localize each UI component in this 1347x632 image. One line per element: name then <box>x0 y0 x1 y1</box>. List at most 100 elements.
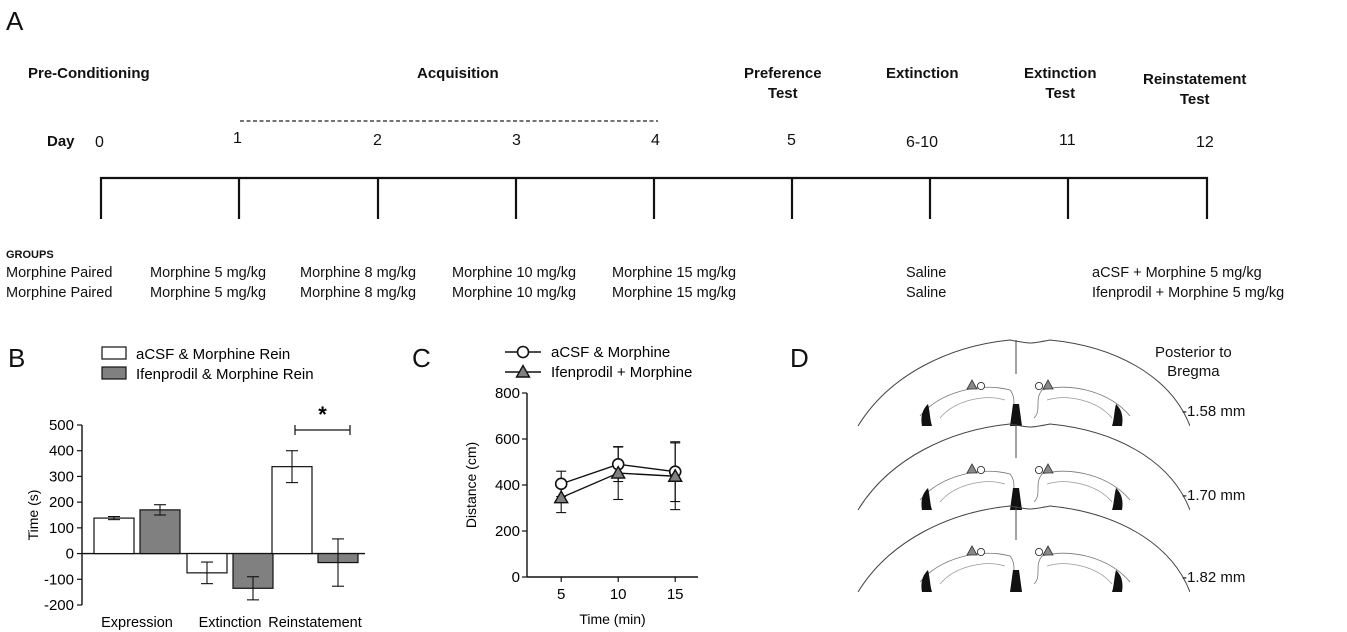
day-3: 3 <box>512 132 521 149</box>
y-tick-label-4: 800 <box>495 385 520 402</box>
y-tick-label-1: -100 <box>44 571 74 588</box>
group-row-2-day1: Morphine 5 mg/kg <box>150 285 267 301</box>
inner-contour <box>939 563 1113 585</box>
inner-contour <box>939 481 1113 503</box>
x-axis-label: Time (min) <box>579 611 645 627</box>
groups-header: GROUPS <box>6 249 54 261</box>
legend-swatch-1 <box>101 366 127 380</box>
y-tick-label-0: 0 <box>512 569 520 586</box>
bregma-header: Posterior to Bregma <box>1155 344 1232 380</box>
group-row-1-day2: Morphine 8 mg/kg <box>300 265 417 281</box>
x-tick-label-1: 10 <box>610 586 627 603</box>
y-tick-label-2: 0 <box>66 546 74 563</box>
group-row-2-label: Morphine Paired <box>6 285 113 301</box>
data-point-1-0 <box>553 489 569 504</box>
dark-region-left <box>921 570 932 592</box>
injection-triangle <box>966 379 978 390</box>
x-tick-label-2: 15 <box>667 586 684 603</box>
day-12: 12 <box>1196 134 1214 151</box>
y-tick-label-3: 600 <box>495 431 520 448</box>
legend-label-0: aCSF & Morphine <box>551 344 670 361</box>
third-ventricle <box>1010 570 1022 592</box>
day-2: 2 <box>373 132 382 149</box>
data-point-0-0 <box>554 477 568 491</box>
legend-marker-0 <box>516 345 530 359</box>
dark-region-right <box>1112 404 1123 426</box>
timeline-axis <box>99 120 1209 219</box>
group-row-1-extinction: Saline <box>906 265 947 281</box>
dark-region-left <box>921 404 932 426</box>
data-point-1-1 <box>610 465 626 479</box>
dark-region-left <box>921 488 932 510</box>
bar-chart-time: -200 -100 0 100 200 300 400 500 Time (s) Expressi… <box>25 346 365 631</box>
third-ventricle <box>1010 488 1022 510</box>
injection-circle <box>1034 547 1044 557</box>
panel-label-b: B <box>8 343 26 373</box>
bregma-level-1: -1.58 mm <box>1182 403 1246 420</box>
legend-swatch-0 <box>101 346 127 360</box>
y-tick-label-6: 400 <box>49 443 74 460</box>
day-0: 0 <box>95 134 104 151</box>
injection-circle <box>1034 465 1044 475</box>
hippocampus-outline <box>919 470 1131 503</box>
phase-pre-conditioning: Pre-Conditioning <box>28 65 150 82</box>
day-11: 11 <box>1059 132 1076 149</box>
y-tick-label-4: 200 <box>49 494 74 511</box>
hippocampus-outline <box>919 552 1131 585</box>
y-tick-label-2: 400 <box>495 477 520 494</box>
bar-expression-0 <box>93 517 135 555</box>
group-row-1-label: Morphine Paired <box>6 265 113 281</box>
dark-region-right <box>1112 488 1123 510</box>
phase-reinstatement-test: Reinstatement Test <box>1143 71 1247 108</box>
y-axis-label: Time (s) <box>25 490 41 541</box>
y-tick-label-5: 300 <box>49 468 74 485</box>
cortex-outline <box>857 423 1190 511</box>
brain-section-2 <box>857 423 1190 511</box>
day-6-10: 6-10 <box>906 134 939 151</box>
day-5: 5 <box>787 132 796 149</box>
injection-circle <box>976 547 986 557</box>
y-tick-label-3: 100 <box>49 520 74 537</box>
bregma-level-2: -1.70 mm <box>1182 487 1246 504</box>
phase-acquisition: Acquisition <box>417 65 499 82</box>
third-ventricle <box>1010 404 1022 426</box>
inner-contour <box>939 397 1113 419</box>
bregma-level-3: -1.82 mm <box>1182 569 1246 586</box>
brain-section-1 <box>857 339 1190 427</box>
timeline-ticks <box>99 177 1209 219</box>
group-row-1-day4: Morphine 15 mg/kg <box>612 265 737 281</box>
x-tick-label-2: Reinstatement <box>268 615 362 631</box>
bar-expression-1 <box>139 509 181 555</box>
day-4: 4 <box>651 132 660 149</box>
hippocampus-outline <box>919 386 1131 419</box>
injection-triangle <box>1042 379 1054 390</box>
panel-label-c: C <box>412 343 431 373</box>
group-row-2-day2: Morphine 8 mg/kg <box>300 285 417 301</box>
day-label: Day <box>47 133 75 150</box>
injection-triangle <box>1042 545 1054 556</box>
injection-triangle <box>966 545 978 556</box>
group-row-2-day3: Morphine 10 mg/kg <box>452 285 577 301</box>
x-tick-label-0: Expression <box>101 615 173 631</box>
x-tick-label-1: Extinction <box>199 615 262 631</box>
cortex-outline <box>857 339 1190 427</box>
phase-extinction: Extinction <box>886 65 959 82</box>
y-tick-label-7: 500 <box>49 417 74 434</box>
y-tick-label-1: 200 <box>495 523 520 540</box>
legend-label-0: aCSF & Morphine Rein <box>136 346 290 363</box>
significance-star: * <box>318 402 327 427</box>
legend-marker-1 <box>515 364 531 378</box>
injection-circle <box>1034 381 1044 391</box>
legend-label-1: Ifenprodil + Morphine <box>551 364 692 381</box>
y-tick-label-0: -200 <box>44 597 74 614</box>
legend-label-1: Ifenprodil & Morphine Rein <box>136 366 314 383</box>
day-1: 1 <box>233 130 242 147</box>
panel-label-a: A <box>6 6 24 36</box>
injection-triangle <box>966 463 978 474</box>
group-row-2-extinction: Saline <box>906 285 947 301</box>
injection-triangle <box>1042 463 1054 474</box>
data-point-1-2 <box>667 468 683 482</box>
injection-circle <box>976 381 986 391</box>
group-row-1-reinstatement: aCSF + Morphine 5 mg/kg <box>1092 265 1262 281</box>
line-chart-distance: 0 200 400 600 800 5 10 15 Time (min) Distance (cm… <box>463 344 698 627</box>
